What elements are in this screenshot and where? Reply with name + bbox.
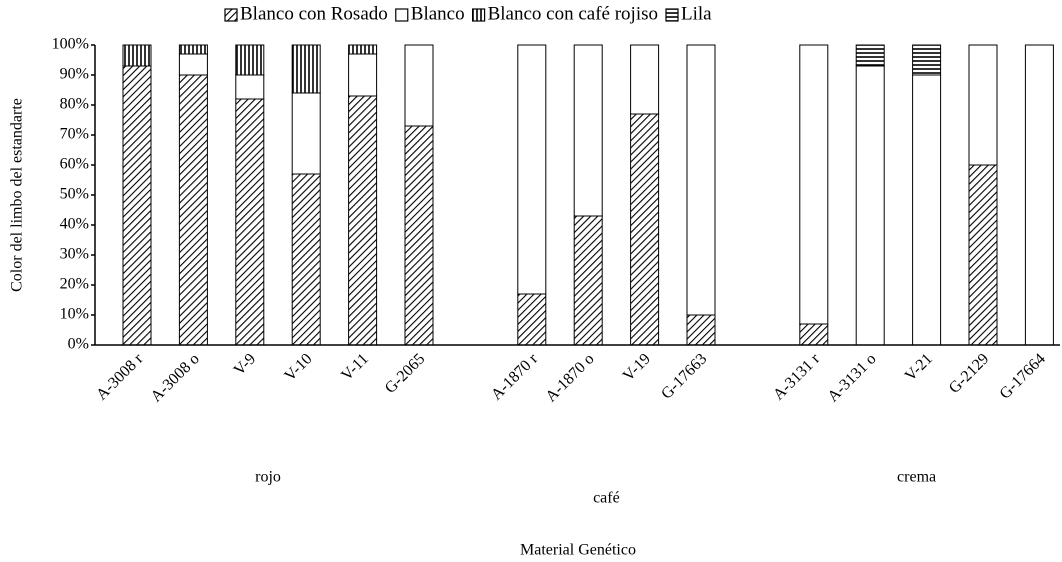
y-tick-label: 50%: [60, 186, 89, 203]
bar-segment: [912, 44, 942, 76]
bar-segment: [291, 173, 321, 346]
bar-segment: [178, 74, 208, 346]
bar-segment: [968, 44, 998, 166]
x-tick-label: A-3008 o: [148, 350, 203, 405]
x-tick-label: G-17664: [997, 350, 1049, 402]
group-label: rojo: [255, 469, 281, 486]
x-tick-label: A-3008 r: [93, 350, 147, 404]
y-tick-label: 100%: [52, 36, 89, 53]
x-tick-label: G-17663: [658, 350, 710, 402]
bar-segment: [235, 44, 265, 76]
bar-segment: [517, 293, 547, 346]
x-tick-label: V-19: [620, 350, 654, 384]
bar-segment: [178, 53, 208, 76]
legend-label: Lila: [681, 3, 712, 24]
bar-segment: [348, 44, 378, 55]
bar-segment: [404, 125, 434, 346]
x-tick-label: G-2129: [946, 350, 993, 397]
y-tick-label: 90%: [60, 66, 89, 83]
bar-segment: [630, 113, 660, 346]
x-tick-label: G-2065: [382, 350, 429, 397]
x-tick-label: V-10: [281, 350, 315, 384]
bar-segment: [855, 44, 885, 67]
x-tick-label: V-9: [231, 350, 260, 379]
bar-segment: [686, 314, 716, 346]
x-tick-label: V-11: [338, 350, 372, 384]
y-tick-label: 0%: [68, 336, 89, 353]
x-tick-label: A-1870 o: [543, 350, 598, 405]
legend-label: Blanco con café rojiso: [488, 3, 658, 24]
legend-swatch: [395, 8, 409, 22]
legend-swatch: [224, 8, 238, 22]
bar-segment: [291, 44, 321, 94]
bar-segment: [855, 65, 885, 346]
bar-segment: [630, 44, 660, 115]
bar-segment: [686, 44, 716, 316]
x-tick-label: A-3131 r: [770, 350, 824, 404]
group-label: café: [593, 490, 620, 507]
group-label: crema: [897, 469, 936, 486]
y-tick-label: 80%: [60, 96, 89, 113]
x-tick-label: V-21: [902, 350, 936, 384]
x-axis-label: Material Genético: [520, 542, 636, 559]
legend-swatch: [471, 8, 486, 22]
bar-segment: [235, 98, 265, 346]
bar-segment: [799, 44, 829, 325]
legend-label: Blanco con Rosado: [240, 3, 388, 24]
bar-segment: [404, 44, 434, 127]
y-axis-label: Color del limbo del estandarte: [9, 98, 26, 292]
bar-segment: [348, 95, 378, 346]
y-tick-label: 30%: [60, 246, 89, 263]
x-tick-label: A-1870 r: [488, 350, 542, 404]
bar-segment: [178, 44, 208, 55]
legend-label: Blanco: [411, 3, 465, 24]
y-tick-label: 60%: [60, 156, 89, 173]
bar-segment: [122, 44, 152, 67]
y-tick-label: 10%: [60, 306, 89, 323]
y-tick-label: 70%: [60, 126, 89, 143]
bar-segment: [912, 74, 942, 346]
y-tick-label: 20%: [60, 276, 89, 293]
bar-segment: [517, 44, 547, 295]
bar-segment: [573, 215, 603, 346]
bar-segment: [799, 323, 829, 346]
bar-segment: [291, 92, 321, 175]
bar-segment: [573, 44, 603, 217]
bar-segment: [235, 74, 265, 100]
x-tick-label: A-3131 o: [825, 350, 880, 405]
y-tick-label: 40%: [60, 216, 89, 233]
bar-segment: [348, 53, 378, 97]
bar-segment: [1024, 44, 1054, 346]
bar-segment: [122, 65, 152, 346]
legend-swatch: [665, 8, 679, 22]
bar-segment: [968, 164, 998, 346]
